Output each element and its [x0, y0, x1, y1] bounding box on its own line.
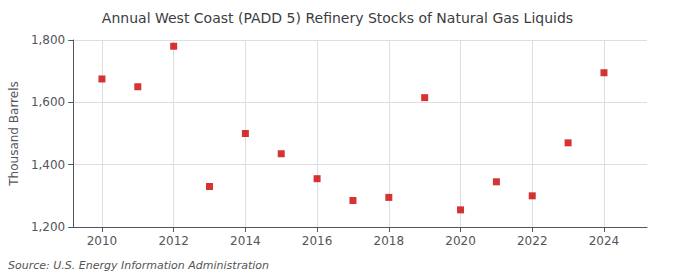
- svg-text:1,800: 1,800: [31, 33, 65, 47]
- svg-text:2016: 2016: [302, 234, 333, 248]
- svg-text:1,400: 1,400: [31, 158, 65, 172]
- svg-text:Source: U.S. Energy Informatio: Source: U.S. Energy Information Administ…: [8, 259, 269, 272]
- svg-text:2010: 2010: [87, 234, 118, 248]
- svg-text:1,200: 1,200: [31, 220, 65, 234]
- svg-text:2022: 2022: [517, 234, 548, 248]
- svg-text:2014: 2014: [230, 234, 261, 248]
- svg-text:2024: 2024: [589, 234, 620, 248]
- svg-text:Annual West Coast (PADD 5) Ref: Annual West Coast (PADD 5) Refinery Stoc…: [102, 10, 573, 26]
- svg-text:2012: 2012: [158, 234, 189, 248]
- svg-text:1,600: 1,600: [31, 95, 65, 109]
- svg-text:2018: 2018: [374, 234, 405, 248]
- svg-text:Thousand Barrels: Thousand Barrels: [7, 81, 21, 186]
- svg-text:2020: 2020: [445, 234, 476, 248]
